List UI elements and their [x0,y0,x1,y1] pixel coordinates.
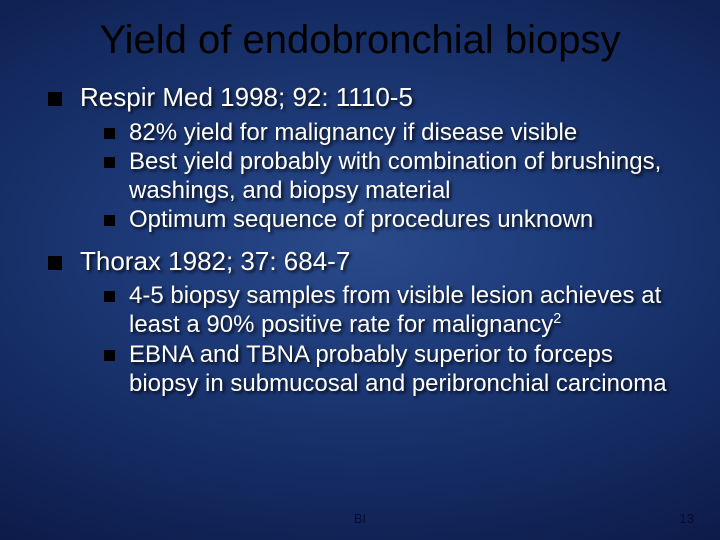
square-bullet-icon [104,215,115,226]
list-item-text: 82% yield for malignancy if disease visi… [129,118,680,147]
square-bullet-icon [104,291,115,302]
superscript: 2 [553,311,561,327]
square-bullet-icon [48,256,62,270]
list-item: EBNA and TBNA probably superior to force… [104,340,680,399]
list-item: Best yield probably with combination of … [104,147,680,206]
section-heading-text: Respir Med 1998; 92: 1110-5 [80,81,680,114]
section-heading: Thorax 1982; 37: 684-7 [48,245,680,278]
list-item-text: EBNA and TBNA probably superior to force… [129,340,680,399]
page-number: 13 [680,511,694,526]
list-item: Optimum sequence of procedures unknown [104,205,680,234]
slide-title: Yield of endobronchial biopsy [0,0,720,71]
list-item-text: Best yield probably with combination of … [129,147,680,206]
square-bullet-icon [104,128,115,139]
section-items: 82% yield for malignancy if disease visi… [48,118,680,235]
square-bullet-icon [104,157,115,168]
list-item: 82% yield for malignancy if disease visi… [104,118,680,147]
square-bullet-icon [104,350,115,361]
slide-content: Respir Med 1998; 92: 1110-5 82% yield fo… [0,71,720,398]
list-item-text: 4-5 biopsy samples from visible lesion a… [129,281,680,340]
square-bullet-icon [48,92,62,106]
section-items: 4-5 biopsy samples from visible lesion a… [48,281,680,398]
slide: Yield of endobronchial biopsy Respir Med… [0,0,720,540]
section-heading-text: Thorax 1982; 37: 684-7 [80,245,680,278]
list-item-text: Optimum sequence of procedures unknown [129,205,680,234]
section-heading: Respir Med 1998; 92: 1110-5 [48,81,680,114]
list-item: 4-5 biopsy samples from visible lesion a… [104,281,680,340]
list-item-span: 4-5 biopsy samples from visible lesion a… [129,282,661,338]
footer-center: BI [0,511,720,526]
